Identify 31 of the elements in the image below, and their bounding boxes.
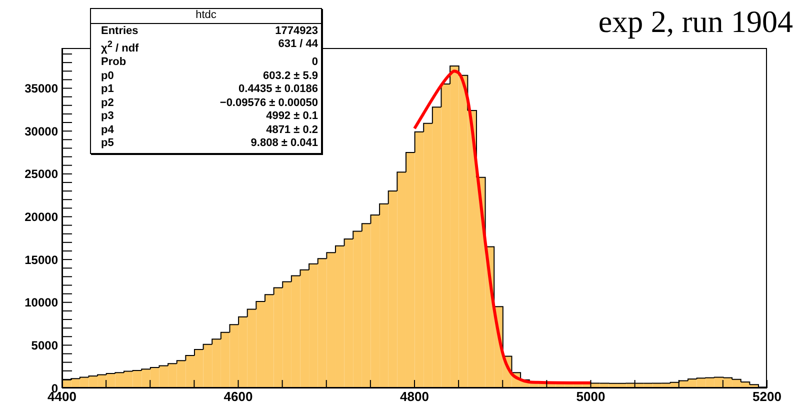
y-tick-label: 15000 <box>24 252 58 267</box>
annotation: p0 <box>101 70 114 84</box>
annotation: 0.4435 ± 0.0186 <box>238 83 318 97</box>
x-tick-label: 4800 <box>400 389 429 404</box>
annotation: p1 <box>101 83 114 97</box>
y-tick-label: 20000 <box>24 210 58 224</box>
annotation: 631 / 44 <box>278 38 318 52</box>
annotation: −0.09576 ± 0.00050 <box>220 96 318 110</box>
y-tick-label: 30000 <box>24 124 58 138</box>
y-tick-label: 10000 <box>24 296 58 310</box>
annotation: 9.808 ± 0.041 <box>250 137 318 151</box>
chart-title: exp 2, run 1904 <box>598 4 793 40</box>
annotation: Prob <box>101 56 126 70</box>
annotation: 0 <box>312 56 318 70</box>
annotation: p2 <box>101 96 114 110</box>
x-tick-label: 5000 <box>576 389 606 404</box>
annotation: 603.2 ± 5.9 <box>263 70 318 84</box>
annotation: 4871 ± 0.2 <box>266 124 318 138</box>
annotation: p3 <box>101 110 114 124</box>
annotation: p4 <box>101 124 114 138</box>
annotation: 4992 ± 0.1 <box>266 110 318 124</box>
y-tick-label: 35000 <box>24 82 58 96</box>
annotation: χ$^{2}$ / ndf <box>101 38 139 56</box>
text: htdc <box>91 9 321 24</box>
x-tick-label: 5200 <box>752 389 782 404</box>
text: Entries <box>101 24 138 38</box>
annotation: p5 <box>101 137 114 151</box>
y-tick-label: 25000 <box>24 167 58 182</box>
y-tick-label: 5000 <box>31 338 58 352</box>
x-tick-label: 4600 <box>224 389 253 404</box>
text: 1774923 <box>275 24 318 38</box>
